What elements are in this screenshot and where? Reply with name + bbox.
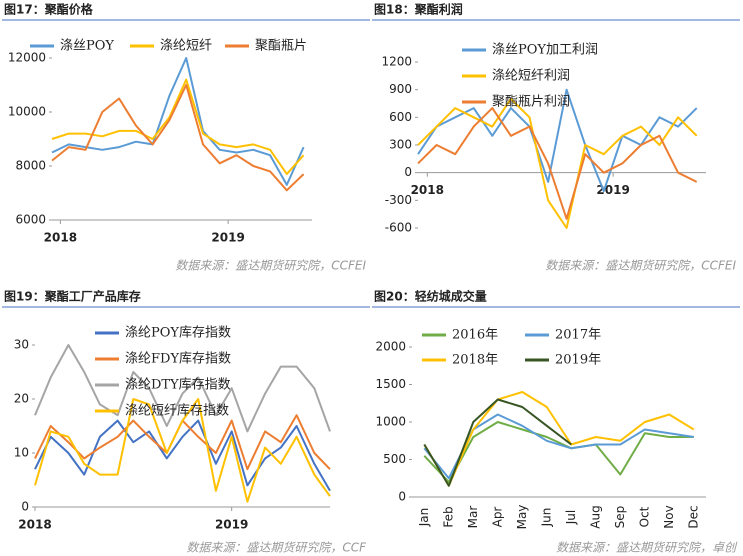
legend-label: 涤纶POY库存指数 xyxy=(125,325,231,341)
x-tick-label: Aug xyxy=(588,505,602,528)
legend-label: 2019年 xyxy=(555,353,601,368)
x-tick-label: 2019 xyxy=(215,518,248,532)
y-tick-label: 1500 xyxy=(375,377,406,391)
source-note: 数据来源：盛达期货研究院，卓创 xyxy=(556,541,738,555)
x-tick-label: 2019 xyxy=(211,231,244,245)
legend-label: 2018年 xyxy=(452,353,498,368)
y-tick-label: -600 xyxy=(385,221,412,235)
series-line xyxy=(423,391,695,487)
x-tick-label: 2018 xyxy=(18,518,51,532)
legend-label: 涤丝POY加工利润 xyxy=(492,43,598,58)
y-tick-label: 0 xyxy=(21,500,29,514)
legend-label: 涤丝POY xyxy=(60,39,114,54)
chart-title: 图18：聚酯利润 xyxy=(374,2,463,17)
legend-label: 涤纶FDY库存指数 xyxy=(125,351,231,367)
series-line xyxy=(34,419,331,492)
y-tick-label: 0 xyxy=(404,165,412,179)
y-tick-label: 0 xyxy=(398,490,406,504)
legend-label: 聚酯瓶片 xyxy=(255,39,307,54)
y-tick-label: 8000 xyxy=(15,159,46,173)
series-line xyxy=(423,421,694,483)
y-tick-label: 2000 xyxy=(375,340,406,354)
legend-label: 涤纶短纤利润 xyxy=(492,69,570,84)
y-tick-label: 10000 xyxy=(8,105,46,119)
legend-label: 2017年 xyxy=(555,328,601,343)
x-tick-label: Apr xyxy=(490,507,504,528)
y-tick-label: 500 xyxy=(383,452,406,466)
y-tick-label: 12000 xyxy=(8,51,46,65)
x-tick-label: Feb xyxy=(441,506,455,527)
source-note: 数据来源：盛达期货研究院，CCFEI xyxy=(545,259,736,273)
series-line xyxy=(34,344,331,433)
source-note: 数据来源：盛达期货研究院，CCF xyxy=(186,541,367,555)
series-line xyxy=(51,57,305,186)
x-tick-label: 2018 xyxy=(44,231,77,245)
y-tick-label: 300 xyxy=(389,138,412,152)
x-tick-label: 2018 xyxy=(411,183,444,197)
series-line xyxy=(417,107,698,220)
legend-label: 涤纶短纤 xyxy=(160,39,212,54)
series-line xyxy=(417,97,698,229)
x-tick-label: Nov xyxy=(662,505,676,528)
x-tick-label: Jul xyxy=(564,510,578,525)
x-tick-label: Mar xyxy=(466,506,480,529)
legend-label: 聚酯瓶片利润 xyxy=(492,95,570,110)
source-note: 数据来源：盛达期货研究院，CCFEI xyxy=(175,259,366,273)
x-tick-label: Jan xyxy=(417,508,431,528)
series-line xyxy=(34,398,331,503)
chart-title: 图17：聚酯价格 xyxy=(4,2,94,17)
legend-label: 涤纶短纤库存指数 xyxy=(125,403,229,419)
y-tick-label: 1200 xyxy=(381,55,412,69)
y-tick-label: 600 xyxy=(389,110,412,124)
x-tick-label: Sep xyxy=(613,506,627,529)
y-tick-label: 10 xyxy=(14,446,29,460)
y-tick-label: 6000 xyxy=(15,213,46,227)
y-tick-label: 1000 xyxy=(375,415,406,429)
series-line xyxy=(51,84,305,192)
x-tick-label: Jun xyxy=(539,508,553,528)
series-line xyxy=(51,78,305,176)
y-tick-label: 900 xyxy=(389,82,412,96)
legend-label: 2016年 xyxy=(452,328,498,343)
x-tick-label: Oct xyxy=(637,506,651,527)
y-tick-label: 30 xyxy=(14,338,29,352)
legend-label: 涤纶DTY库存指数 xyxy=(125,377,231,393)
x-tick-label: Dec xyxy=(686,505,700,528)
x-tick-label: May xyxy=(515,505,529,530)
series-line xyxy=(423,398,572,487)
chart-title: 图19：聚酯工厂产品库存 xyxy=(4,289,141,304)
chart-title: 图20：轻纺城成交量 xyxy=(374,289,487,304)
y-tick-label: -300 xyxy=(385,193,412,207)
y-tick-label: 20 xyxy=(14,392,29,406)
